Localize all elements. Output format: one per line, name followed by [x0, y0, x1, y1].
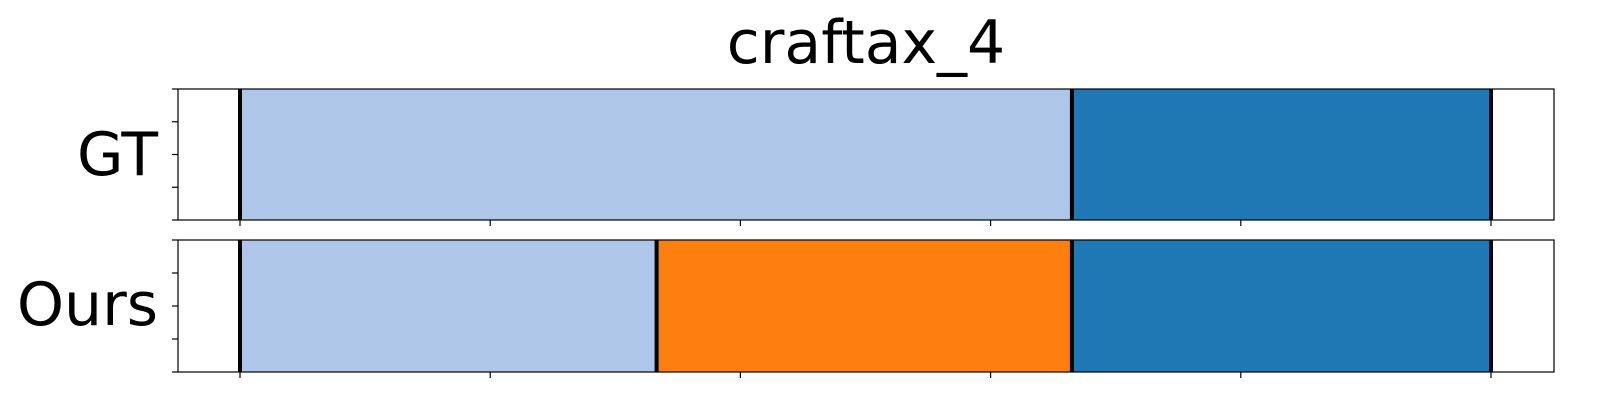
chart-title: craftax_4 — [727, 8, 1005, 78]
segment-gt-1 — [1071, 89, 1491, 220]
segment-ours-2 — [1071, 240, 1491, 372]
plot-layer — [172, 88, 1555, 378]
segment-ours-1 — [656, 240, 1072, 372]
row-label-gt: GT — [77, 120, 158, 190]
row-label-ours: Ours — [17, 270, 158, 340]
segment-ours-0 — [240, 240, 657, 372]
segment-gt-0 — [240, 89, 1072, 220]
